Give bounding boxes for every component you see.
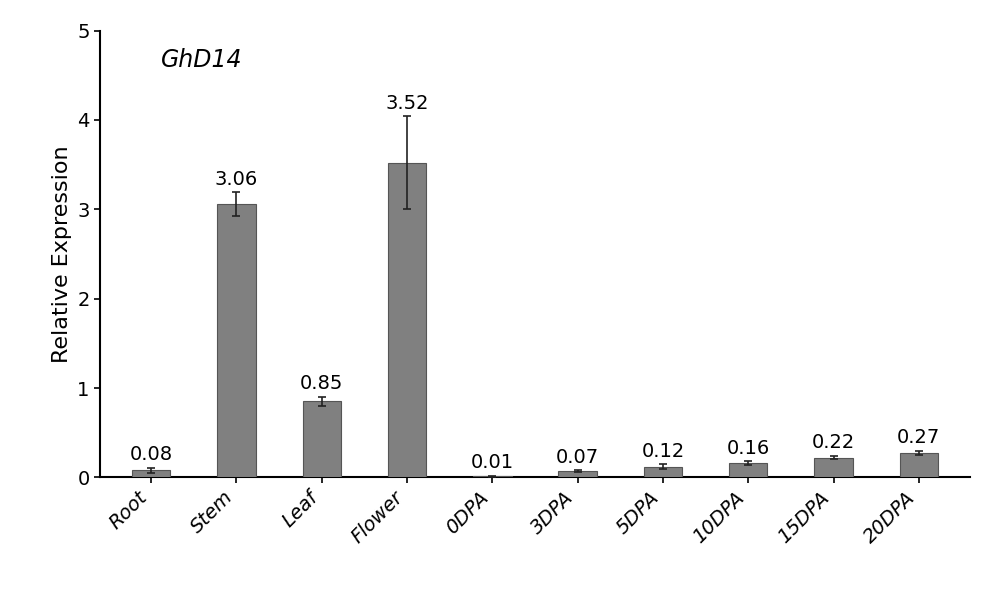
Text: 0.12: 0.12: [641, 442, 685, 461]
Text: 0.08: 0.08: [130, 445, 173, 464]
Bar: [388, 163, 426, 477]
Text: 0.07: 0.07: [556, 448, 599, 467]
Text: 0.16: 0.16: [727, 439, 770, 458]
Text: 3.52: 3.52: [385, 94, 429, 113]
Text: 0.01: 0.01: [471, 453, 514, 472]
Bar: [729, 463, 767, 477]
Text: 0.27: 0.27: [897, 428, 940, 447]
Y-axis label: Relative Expression: Relative Expression: [52, 145, 72, 363]
Bar: [132, 470, 170, 477]
Text: GhD14: GhD14: [161, 48, 242, 72]
Bar: [303, 401, 341, 477]
Text: 0.22: 0.22: [812, 433, 855, 452]
Text: 0.85: 0.85: [300, 375, 343, 394]
Text: 3.06: 3.06: [215, 170, 258, 188]
Bar: [217, 204, 256, 477]
Bar: [900, 453, 938, 477]
Bar: [814, 458, 853, 477]
Bar: [644, 466, 682, 477]
Bar: [558, 471, 597, 477]
